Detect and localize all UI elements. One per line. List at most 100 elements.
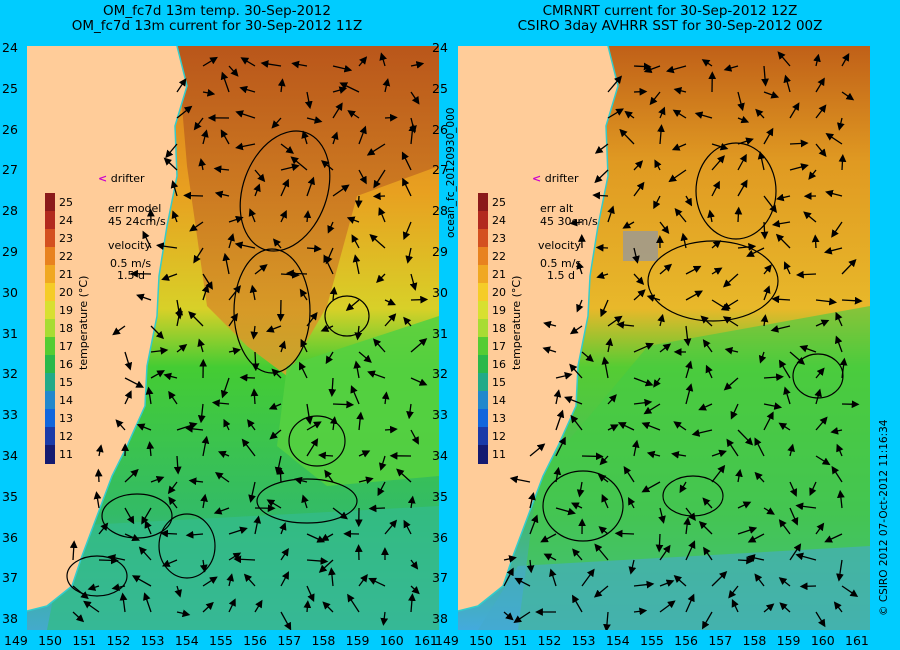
current-vector-arrow [614,529,635,538]
current-vector-arrow [659,579,675,587]
current-vector-arrow [555,372,573,380]
longitude-tick: 150 [469,633,494,648]
current-vector-arrow [328,377,337,397]
current-vector-arrow [564,396,583,405]
current-vector-arrow [815,77,825,93]
colorbar-swatch [45,391,55,410]
longitude-tick: 150 [38,633,63,648]
colorbar-swatch [478,445,488,464]
current-vector-arrow [659,221,670,235]
current-vector-arrow [570,502,583,510]
current-vector-arrow [303,210,312,223]
current-vector-arrow [155,242,178,251]
current-vector-arrow [815,143,827,157]
current-vector-arrow [543,320,557,329]
current-vector-arrow [280,611,292,630]
current-vector-arrow [834,335,843,353]
current-vector-arrow [628,496,636,509]
current-vector-arrow [703,546,713,561]
current-vector-arrow [755,108,765,119]
current-vector-arrow [503,567,514,587]
current-vector-arrow [823,246,843,255]
current-vector-arrow [301,494,309,509]
current-vector-arrow [150,325,164,340]
current-vector-arrow [607,315,623,327]
current-vector-arrow [248,208,257,223]
current-vector-arrow [228,312,238,327]
current-vector-arrow [737,501,752,509]
current-vector-arrow [145,386,154,405]
current-vector-arrow [633,398,653,407]
current-vector-arrow [201,129,209,145]
current-vector-arrow [202,56,218,67]
current-vector-arrow [685,360,693,379]
coastline-land [27,46,187,611]
current-vector-arrow [376,273,386,283]
current-vector-arrow [285,269,308,278]
longitude-tick: 159 [345,633,370,648]
colorbar-swatch [45,247,55,266]
current-vector-arrow [410,377,428,386]
latitude-tick-right: 26 [432,121,448,137]
colorbar-tick: 20 [59,286,73,299]
current-vector-arrow [332,184,350,197]
colorbar-swatch [478,247,488,266]
current-vector-arrow [318,451,334,460]
current-vector-arrow [641,421,661,431]
current-vector-arrow [367,370,386,379]
current-vector-arrow [250,325,259,340]
current-vector-arrow [815,367,825,379]
current-vector-arrow [381,391,390,405]
right-title-line1: CMRNRT current for 30-Sep-2012 12Z [542,3,798,19]
current-vector-arrow [98,522,109,535]
current-vector-arrow [165,143,178,159]
current-vector-arrow [576,481,585,498]
current-vector-arrow [176,78,187,93]
current-vector-arrow [783,74,791,93]
current-vector-arrow [260,60,282,68]
current-vector-arrow [253,515,262,535]
latitude-tick-right: 27 [432,162,448,178]
current-vector-arrow [683,517,692,535]
current-vector-arrow [87,583,100,591]
current-vector-arrow [378,207,386,223]
current-vector-arrow [193,117,204,131]
longitude-tick: 155 [209,633,233,648]
current-vector-arrow [243,573,256,587]
current-vector-arrow [633,62,652,71]
latitude-tick-left: 34 [2,448,18,463]
current-vector-arrow [136,423,152,431]
current-vector-arrow [789,507,799,526]
current-vector-arrow [197,338,205,353]
current-vector-arrow [555,409,565,431]
cool-water-mass [47,506,439,630]
current-vector-arrow [815,104,827,119]
current-vector-arrow [795,502,817,511]
current-vector-arrow [633,289,646,301]
colorbar-tick: 20 [492,286,506,299]
current-vector-arrow [673,87,687,95]
current-vector-arrow [378,455,387,471]
current-vector-arrow [329,286,338,301]
colorbar-tick: 16 [492,358,506,371]
side-forecast-label: ocean_fc_20120930_000 [445,107,457,238]
current-vector-arrow [324,469,334,483]
current-vector-arrow [329,416,338,431]
current-vector-arrow [294,476,308,485]
current-vector-arrow [217,450,230,459]
current-vector-arrow [269,429,282,440]
current-vector-arrow [572,548,583,561]
current-vector-arrow [643,403,661,415]
current-vector-arrow [509,475,531,484]
current-vector-arrow [570,414,583,431]
colorbar-swatch [45,211,55,230]
current-vector-arrow [835,311,843,327]
current-vector-arrow [410,429,419,445]
colorbar-swatch [478,301,488,320]
colorbar-swatch [45,265,55,284]
current-vector-arrow [241,438,256,457]
current-vector-arrow [607,108,624,119]
latitude-tick-left: 25 [2,80,18,96]
current-vector-arrow [841,585,859,597]
colorbar-tick: 15 [492,376,506,389]
